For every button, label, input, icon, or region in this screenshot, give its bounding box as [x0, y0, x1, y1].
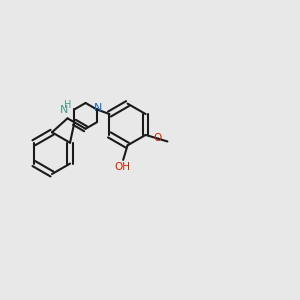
Text: H: H	[64, 100, 71, 110]
Text: N: N	[94, 103, 103, 113]
Text: N: N	[59, 105, 68, 115]
Text: O: O	[154, 133, 162, 143]
Text: OH: OH	[114, 162, 130, 172]
